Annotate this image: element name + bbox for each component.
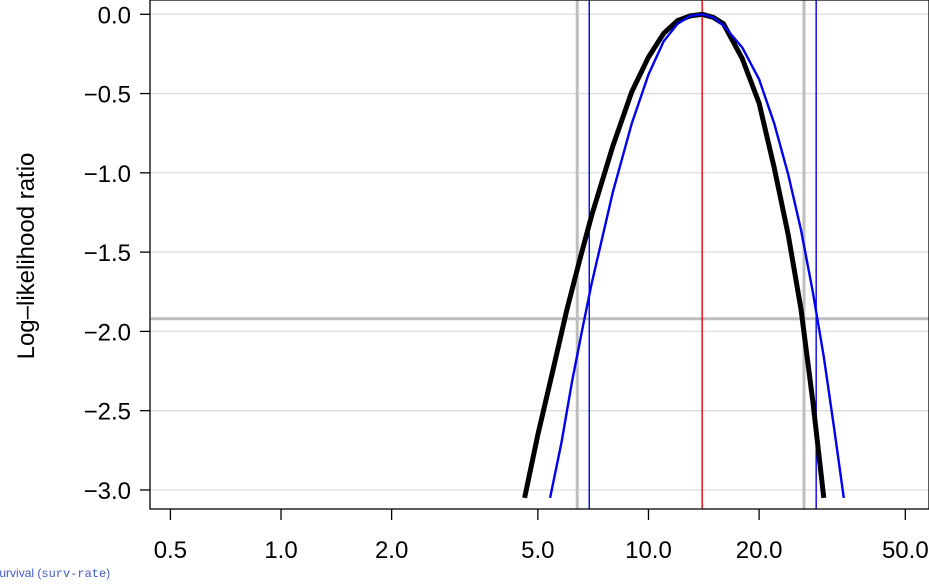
x-axis-title: Expected Survival (surv-rate) [0,566,110,581]
approximation-curve [548,13,845,499]
x-tick-label: 2.0 [375,537,408,564]
likelihood-curve [522,11,827,499]
y-tick-label: −2.5 [84,399,131,426]
x-axis-title-start: Expected Survival ( [0,566,41,580]
reference-lines [150,0,929,509]
x-tick-label: 20.0 [736,537,783,564]
y-tick-label: −1.5 [84,240,131,267]
y-tick-label: −3.0 [84,478,131,505]
x-tick-label: 50.0 [882,537,929,564]
x-tick-label: 10.0 [625,537,672,564]
x-tick-label: 1.0 [264,537,297,564]
curves [522,11,845,499]
y-tick-label: 0.0 [98,2,131,29]
y-tick-label: −1.0 [84,161,131,188]
y-tick-label: −0.5 [84,82,131,109]
y-tick-label: −2.0 [84,319,131,346]
x-tick-label: 5.0 [521,537,554,564]
x-axis-title-mono: surv-rate [41,567,106,581]
y-axis-title: Log–likelihood ratio [13,153,40,360]
x-tick-label: 0.5 [154,537,187,564]
y-axis: 0.0 −0.5 −1.0 −1.5 −2.0 −2.5 −3.0 [84,2,150,505]
x-axis: 0.5 1.0 2.0 5.0 10.0 20.0 50.0 [154,509,929,564]
x-axis-title-end: ) [106,566,110,580]
plot-frame [149,0,929,510]
grid-lines [150,13,929,491]
